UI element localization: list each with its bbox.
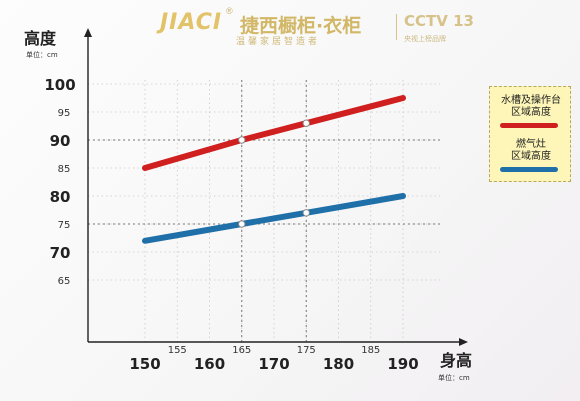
x-tick-label: 190 (387, 355, 418, 373)
legend-swatch-sink (500, 123, 558, 128)
y-tick-label: 70 (50, 244, 71, 262)
y-axis-arrow (84, 28, 92, 37)
legend-label-stove-line2: 区域高度 (511, 151, 551, 162)
legend-label-sink-line1: 水槽及操作台 (501, 95, 561, 106)
data-point-marker (238, 136, 246, 144)
y-axis-title: 高度 (24, 29, 57, 48)
x-tick-label-minor: 175 (297, 345, 316, 356)
x-tick-label-minor: 165 (232, 345, 251, 356)
x-tick-label-minor: 155 (168, 345, 187, 356)
brand-english-name: JIACI (160, 10, 223, 35)
x-axis-unit: 单位：cm (438, 373, 470, 382)
legend: 水槽及操作台 区域高度 燃气灶 区域高度 (489, 86, 571, 182)
registered-mark: ® (226, 6, 233, 16)
x-tick-label: 150 (129, 355, 160, 373)
y-tick-label-minor: 65 (58, 276, 71, 287)
y-tick-label-minor: 95 (58, 108, 71, 119)
series-line-stove (142, 193, 406, 244)
cctv-subtitle: 央视上榜品牌 (404, 36, 446, 43)
x-tick-label-minor: 185 (361, 345, 380, 356)
y-tick-label: 90 (50, 132, 71, 150)
legend-swatch-stove (500, 167, 558, 172)
y-tick-label: 80 (50, 188, 71, 206)
brand-chinese-name: 捷西橱柜·衣柜 (240, 15, 362, 37)
brand-divider (396, 14, 397, 40)
series-line-sink (142, 95, 406, 171)
y-tick-label-minor: 75 (58, 220, 71, 231)
brand-slogan: 温馨家居智造者 (236, 36, 321, 46)
y-tick-label: 100 (44, 76, 75, 94)
x-axis-title: 身高 (440, 351, 472, 370)
data-point-marker (302, 119, 310, 127)
legend-label-sink-line2: 区域高度 (511, 107, 551, 118)
data-point-marker (238, 220, 246, 228)
x-tick-label: 170 (258, 355, 289, 373)
y-tick-label-minor: 85 (58, 164, 71, 175)
y-axis-unit: 单位：cm (26, 50, 58, 59)
legend-label-stove-line1: 燃气灶 (516, 139, 546, 150)
x-axis-arrow (459, 338, 468, 346)
x-tick-label: 180 (323, 355, 354, 373)
cctv-badge: CCTV 13 (404, 12, 474, 30)
x-tick-label: 160 (194, 355, 225, 373)
data-point-marker (302, 209, 310, 217)
